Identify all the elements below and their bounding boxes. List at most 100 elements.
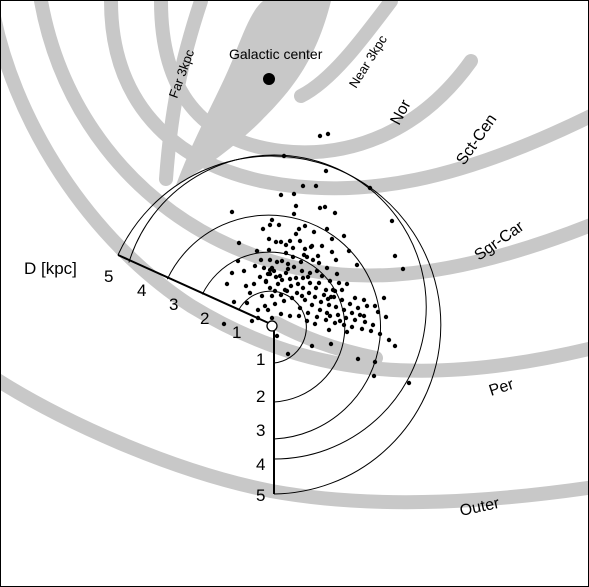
source-point [323, 287, 329, 293]
source-point [333, 257, 339, 263]
tick-vertical-3: 3 [256, 421, 265, 440]
source-point [247, 290, 253, 296]
source-point [383, 314, 389, 320]
source-point [299, 268, 305, 274]
source-point [370, 322, 376, 328]
source-point [285, 266, 291, 272]
source-point [335, 312, 341, 318]
source-point [336, 280, 342, 286]
source-point [309, 343, 315, 349]
source-point [229, 209, 235, 215]
source-point [324, 265, 330, 271]
source-point [267, 222, 273, 228]
source-point [386, 337, 392, 343]
maser-sources [221, 131, 412, 386]
source-point [241, 268, 247, 274]
source-point [229, 270, 235, 276]
source-point [266, 247, 272, 253]
source-point [316, 280, 322, 286]
source-point [298, 259, 304, 265]
source-point [330, 287, 336, 293]
source-point [323, 168, 329, 174]
arc-3kpc [166, 214, 381, 440]
nor-arm [154, 1, 478, 160]
source-point [278, 239, 284, 245]
source-point [296, 313, 302, 319]
source-point [293, 231, 299, 237]
source-point [329, 236, 335, 242]
source-point [355, 356, 361, 362]
source-point [304, 318, 310, 324]
source-point [357, 312, 363, 318]
source-point [372, 303, 378, 309]
source-point [300, 183, 306, 189]
source-point [313, 285, 319, 291]
source-point [291, 264, 297, 270]
galactic-bar [176, 1, 331, 185]
source-point [287, 313, 293, 319]
source-point [296, 226, 302, 232]
source-point [334, 271, 340, 277]
source-point [322, 204, 328, 210]
tick-upper-3: 3 [169, 295, 178, 314]
source-point [328, 341, 334, 347]
tick-upper-5: 5 [104, 267, 113, 286]
source-point [323, 317, 329, 323]
source-point [312, 294, 318, 300]
source-point [307, 270, 313, 276]
source-point [309, 243, 315, 249]
source-point [285, 261, 291, 267]
source-point [344, 329, 350, 335]
source-point [278, 192, 284, 198]
source-point [287, 276, 293, 282]
source-point [368, 328, 374, 334]
tick-upper-2: 2 [200, 309, 209, 328]
source-point [291, 191, 297, 197]
source-point [255, 315, 261, 321]
axis-upper-left [117, 254, 274, 326]
source-point [400, 266, 406, 272]
source-point [269, 265, 275, 271]
source-point [277, 273, 283, 279]
source-point [306, 290, 312, 296]
source-point [337, 318, 343, 324]
source-point [293, 275, 299, 281]
source-point [309, 302, 315, 308]
source-point [406, 380, 412, 386]
tick-upper-4: 4 [137, 281, 146, 300]
source-point [311, 229, 317, 235]
source-point [302, 246, 308, 252]
outer-arm [1, 374, 588, 510]
sct-cen-arm [104, 1, 588, 196]
source-point [297, 238, 303, 244]
source-point [254, 248, 260, 254]
source-point [236, 240, 242, 246]
source-point [326, 302, 332, 308]
source-point [265, 307, 271, 313]
source-point [267, 257, 273, 263]
source-point [313, 183, 319, 189]
source-point [315, 253, 321, 259]
source-point [375, 309, 381, 315]
source-point [249, 318, 255, 324]
source-point [273, 274, 279, 280]
source-point [392, 343, 398, 349]
source-point [310, 257, 316, 263]
near-3kpc-arm [294, 1, 398, 103]
source-point [300, 285, 306, 291]
spiral-arms [1, 1, 588, 510]
source-point [287, 238, 293, 244]
source-point [325, 296, 331, 302]
source-point [302, 297, 308, 303]
galactic-center-marker [263, 73, 275, 85]
source-point [324, 310, 330, 316]
source-point [349, 324, 355, 330]
source-point [301, 252, 307, 258]
far-3kpc-arm [159, 1, 208, 186]
source-point [364, 303, 370, 309]
source-point [272, 288, 278, 294]
source-point [341, 307, 347, 313]
source-point [279, 258, 285, 264]
source-point [392, 253, 398, 259]
